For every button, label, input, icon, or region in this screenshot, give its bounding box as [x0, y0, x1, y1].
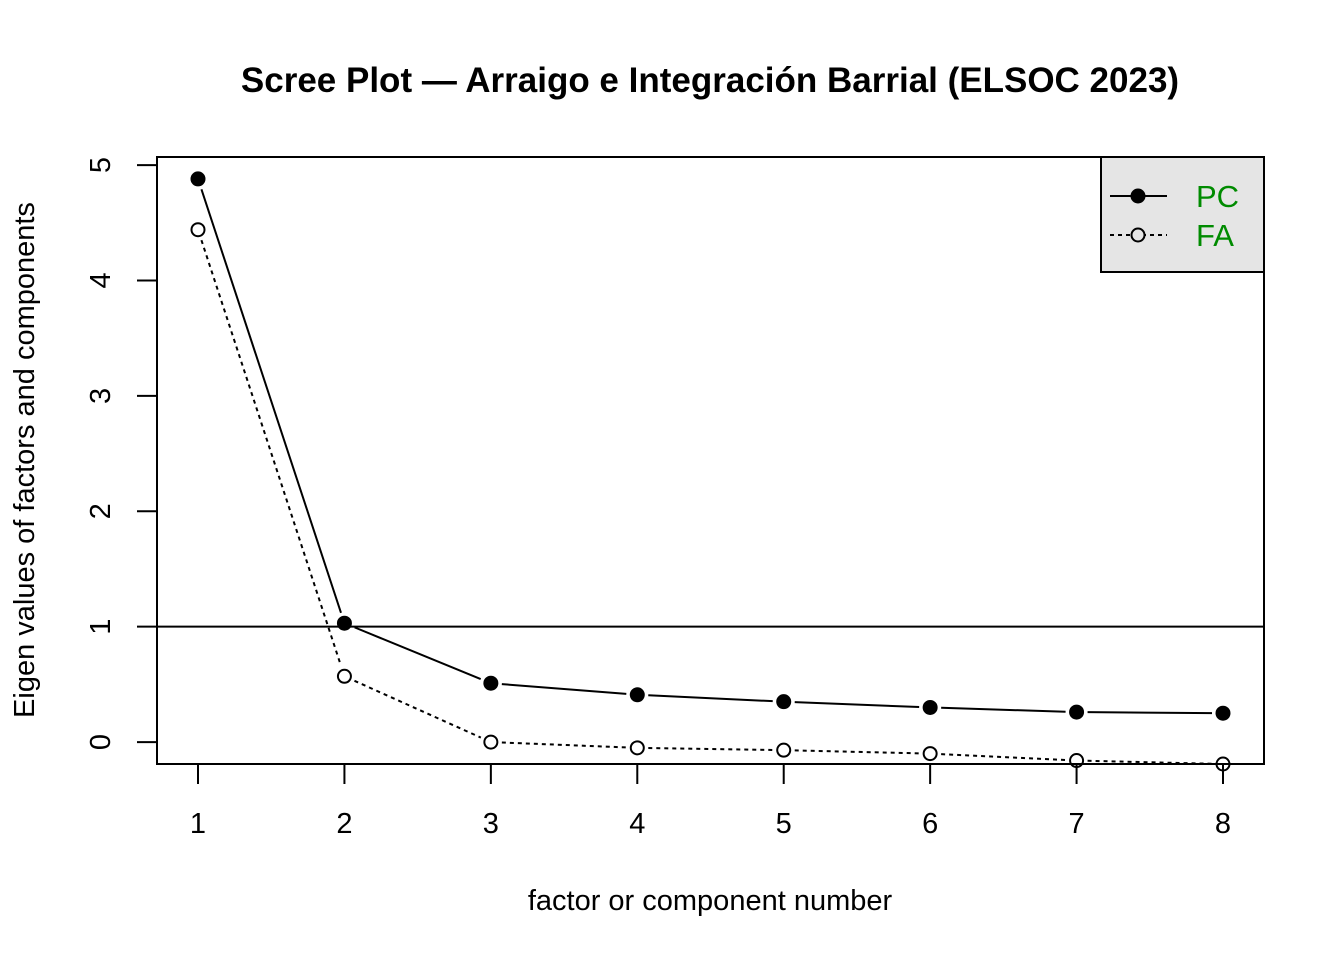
- series-fa-point-1: [190, 222, 206, 238]
- y-axis: 0 1 2 3 4 5: [85, 157, 158, 750]
- series-pc-point-1: [190, 171, 206, 187]
- y-tick-label-3: 3: [85, 388, 117, 404]
- y-axis-label: Eigen values of factors and components: [9, 202, 41, 718]
- x-axis: 1 2 3 4 5 6 7 8: [190, 763, 1231, 840]
- series-pc-segment-4: [648, 694, 773, 703]
- series-pc-point-3: [483, 675, 499, 691]
- x-axis-label: factor or component number: [528, 885, 893, 917]
- y-tick-label-0: 0: [85, 734, 117, 750]
- series-fa-point-5: [776, 742, 792, 758]
- series-pc: [190, 171, 1231, 721]
- legend-marker-pc: [1130, 188, 1146, 204]
- series-pc-segment-7: [1087, 711, 1213, 715]
- series-pc-point-8: [1215, 705, 1231, 721]
- series-fa: [190, 222, 1231, 772]
- x-tick-label-4: 4: [629, 808, 645, 840]
- series-pc-point-6: [922, 699, 938, 715]
- legend: PC FA: [1100, 156, 1265, 273]
- series-layer: [190, 171, 1231, 772]
- x-tick-label-7: 7: [1069, 808, 1085, 840]
- series-fa-segment-2: [354, 679, 482, 739]
- series-pc-segment-2: [354, 626, 482, 680]
- legend-marker-fa: [1130, 227, 1146, 243]
- x-tick-label-2: 2: [336, 808, 352, 840]
- series-pc-segment-1: [200, 189, 342, 614]
- x-tick-label-6: 6: [922, 808, 938, 840]
- series-pc-point-7: [1069, 704, 1085, 720]
- series-fa-point-3: [483, 734, 499, 750]
- y-tick-label-2: 2: [85, 503, 117, 519]
- legend-box: [1100, 156, 1265, 273]
- x-tick-label-3: 3: [483, 808, 499, 840]
- series-fa-segment-5: [794, 749, 920, 755]
- series-pc-segment-6: [941, 706, 1066, 713]
- y-tick-label-1: 1: [85, 619, 117, 635]
- series-pc-point-2: [336, 615, 352, 631]
- legend-label-fa: FA: [1196, 218, 1234, 253]
- series-fa-segment-3: [501, 741, 627, 749]
- y-tick-label-5: 5: [85, 157, 117, 173]
- x-tick-label-1: 1: [190, 808, 206, 840]
- legend-label-pc: PC: [1196, 179, 1239, 214]
- series-pc-segment-3: [501, 683, 627, 695]
- series-fa-segment-6: [941, 753, 1066, 762]
- series-pc-point-4: [629, 687, 645, 703]
- series-fa-point-6: [922, 746, 938, 762]
- series-fa-segment-1: [200, 239, 342, 667]
- x-tick-label-5: 5: [776, 808, 792, 840]
- series-fa-point-4: [629, 740, 645, 756]
- series-pc-segment-5: [794, 701, 920, 709]
- series-fa-segment-4: [648, 747, 773, 751]
- y-tick-label-4: 4: [85, 272, 117, 288]
- plot-frame: [156, 156, 1265, 765]
- chart-title: Scree Plot — Arraigo e Integración Barri…: [241, 61, 1179, 100]
- series-fa-point-2: [336, 668, 352, 684]
- x-tick-label-8: 8: [1215, 808, 1231, 840]
- series-pc-point-5: [776, 694, 792, 710]
